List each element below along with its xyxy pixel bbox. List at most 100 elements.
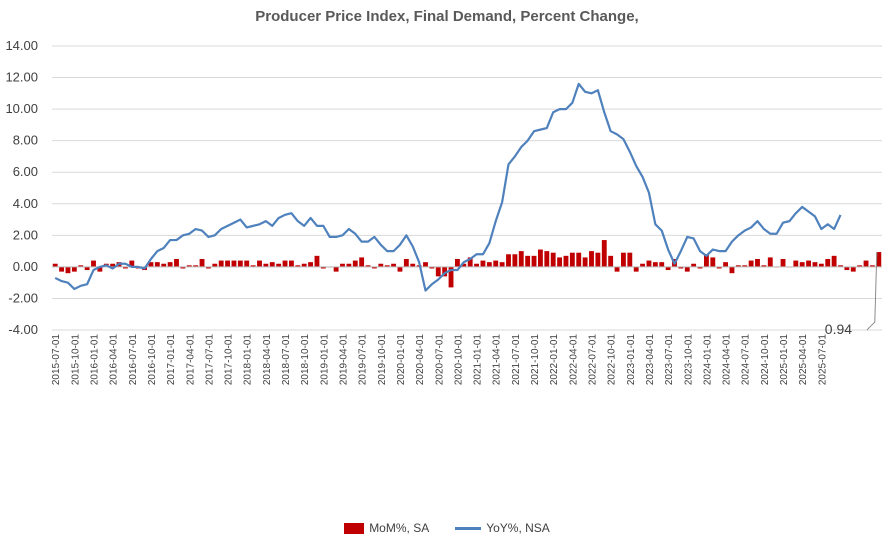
mom-bar xyxy=(608,255,614,267)
x-tick-label: 2025-01-01 xyxy=(779,334,790,386)
mom-bar xyxy=(557,257,563,267)
x-tick-label: 2025-04-01 xyxy=(798,334,809,386)
mom-bar xyxy=(250,265,256,267)
x-tick-label: 2016-07-01 xyxy=(128,334,139,386)
mom-bar xyxy=(161,263,167,267)
mom-bar xyxy=(665,266,671,271)
mom-bar xyxy=(595,252,601,267)
x-tick-label: 2017-04-01 xyxy=(185,334,196,386)
mom-bar xyxy=(237,260,243,267)
mom-bar xyxy=(244,260,250,267)
mom-bar xyxy=(257,260,262,267)
mom-bar xyxy=(167,262,173,267)
x-tick-label: 2021-10-01 xyxy=(530,334,541,386)
x-tick-label: 2023-01-01 xyxy=(626,334,637,386)
mom-bar xyxy=(780,259,786,267)
mom-bar xyxy=(288,260,294,267)
legend-item-yoy: YoY%, NSA xyxy=(455,521,550,535)
mom-bar xyxy=(378,263,384,267)
x-axis-ticks: 2015-07-01 2015-10-01 2016-01-01 2016-04-01… xyxy=(51,334,828,386)
x-tick-label: 2018-10-01 xyxy=(300,334,311,386)
mom-bar xyxy=(869,265,875,267)
mom-bar xyxy=(493,260,499,267)
mom-bar xyxy=(180,266,186,269)
mom-bar xyxy=(371,266,377,269)
mom-bar xyxy=(403,259,409,267)
mom-bar xyxy=(646,260,652,267)
mom-bar xyxy=(218,260,224,267)
x-tick-label: 2017-07-01 xyxy=(204,334,215,386)
mom-bar xyxy=(499,262,505,267)
mom-bar xyxy=(844,266,850,271)
mom-bar xyxy=(384,265,390,267)
mom-bar xyxy=(863,260,869,267)
mom-bar xyxy=(838,265,843,267)
legend-swatch-mom xyxy=(344,522,365,534)
mom-bar xyxy=(454,259,460,267)
mom-bar xyxy=(423,262,428,267)
x-tick-label: 2018-07-01 xyxy=(281,334,292,386)
x-tick-label: 2023-07-01 xyxy=(664,334,675,386)
mom-bar xyxy=(793,260,799,267)
mom-bar xyxy=(308,262,314,267)
mom-bar xyxy=(729,266,735,274)
annotation-yoy: 3.29 xyxy=(831,0,858,3)
mom-bar xyxy=(755,259,760,267)
mom-bar xyxy=(550,252,556,267)
x-tick-label: 2024-04-01 xyxy=(722,334,733,386)
x-tick-label: 2021-04-01 xyxy=(492,334,503,386)
y-tick-label: 2.00 xyxy=(13,227,38,242)
mom-bar xyxy=(59,266,65,272)
mom-bar xyxy=(812,262,818,267)
x-tick-label: 2019-10-01 xyxy=(377,334,388,386)
x-tick-label: 2022-04-01 xyxy=(568,334,579,386)
mom-bar xyxy=(620,252,626,267)
mom-bar xyxy=(652,262,658,267)
mom-bar xyxy=(825,259,831,267)
mom-bar xyxy=(748,260,754,267)
mom-bar xyxy=(199,259,205,267)
mom-bar xyxy=(850,266,856,272)
mom-bar xyxy=(659,262,665,267)
x-tick-label: 2017-10-01 xyxy=(224,334,235,386)
annotation-leader-mom xyxy=(866,252,878,331)
legend-label-yoy: YoY%, NSA xyxy=(486,521,550,535)
mom-bar xyxy=(723,262,729,267)
mom-bar xyxy=(537,249,543,267)
x-tick-label: 2019-01-01 xyxy=(319,334,330,386)
mom-bar xyxy=(276,263,282,267)
mom-bar xyxy=(225,260,231,267)
y-tick-label: -2.00 xyxy=(8,290,38,305)
mom-bar xyxy=(876,252,882,267)
mom-bar xyxy=(84,266,90,271)
mom-bar xyxy=(569,252,575,267)
x-tick-label: 2020-01-01 xyxy=(396,334,407,386)
mom-bar xyxy=(359,257,365,267)
y-tick-label: 10.00 xyxy=(5,101,38,116)
mom-bar xyxy=(212,263,218,267)
mom-bar xyxy=(857,265,863,267)
mom-bar xyxy=(486,262,492,267)
mom-bar xyxy=(71,266,77,272)
x-tick-label: 2015-10-01 xyxy=(70,334,81,386)
x-tick-label: 2019-07-01 xyxy=(358,334,369,386)
mom-bar xyxy=(193,265,199,267)
mom-bar xyxy=(301,263,307,267)
mom-bar xyxy=(818,263,824,267)
legend-swatch-yoy xyxy=(455,526,482,530)
mom-bar xyxy=(346,263,352,267)
mom-bar xyxy=(506,254,511,267)
x-tick-label: 2017-01-01 xyxy=(166,334,177,386)
mom-bar xyxy=(697,266,703,269)
mom-bar xyxy=(518,251,524,267)
mom-bar xyxy=(582,257,588,267)
x-tick-label: 2016-04-01 xyxy=(109,334,120,386)
chart-title: Producer Price Index, Final Demand, Perc… xyxy=(255,8,639,25)
mom-bar xyxy=(263,263,269,267)
mom-bar xyxy=(205,266,211,269)
mom-bar xyxy=(474,263,480,267)
mom-bar xyxy=(480,260,486,267)
mom-bar xyxy=(154,262,160,267)
mom-bar xyxy=(742,265,748,267)
